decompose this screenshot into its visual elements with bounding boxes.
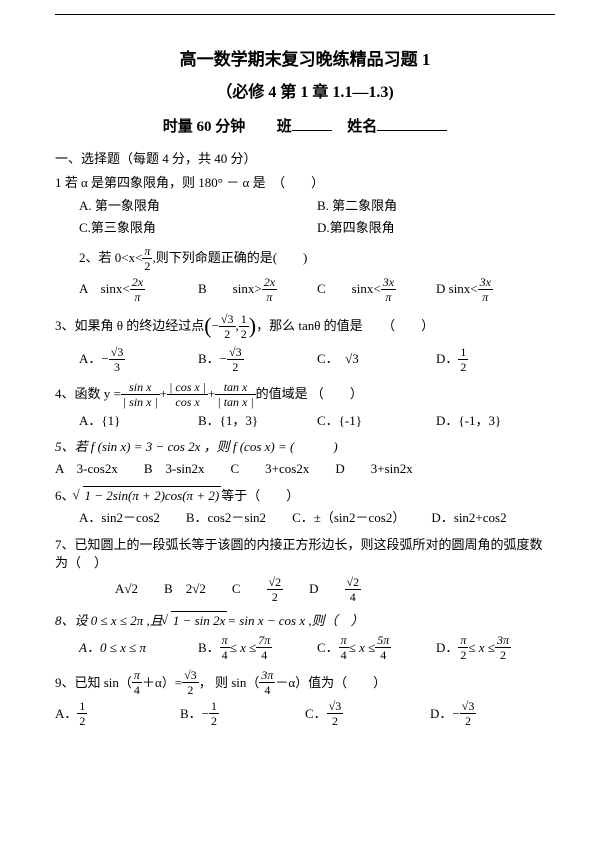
q2-options: A sinx<2xπ B sinx>2xπ C sinx<3xπ D sinx<… [55, 276, 555, 303]
q1-options: A. 第一象限角 B. 第二象限角 C.第三象限角 D.第四象限角 [55, 197, 555, 237]
q1-opt-d[interactable]: D.第四象限角 [317, 219, 555, 237]
question-7: 7、已知圆上的一段弧长等于该圆的内接正方形边长，则这段弧所对的圆周角的弧度数为（… [55, 536, 555, 603]
page-subtitle: （必修 4 第 1 章 1.1—1.3) [55, 82, 555, 104]
q9-opt-d[interactable]: D．−√32 [430, 700, 555, 727]
q8-opt-c[interactable]: C．π4 ≤ x ≤ 5π4 [317, 634, 436, 661]
rparen-icon: ) [249, 311, 256, 342]
q3-opt-b[interactable]: B．−√32 [198, 346, 317, 373]
q5-opt-b[interactable]: B 3-sin2x [144, 460, 205, 478]
q6-stem: 6、 1 − 2sin(π + 2)cos(π + 2) 等于（ ） [55, 486, 555, 505]
q1-opt-a[interactable]: A. 第一象限角 [79, 197, 317, 215]
question-9: 9、已知 sin（ π4 ＋α）= √32 ， 则 sin（ 3π4 －α）值为… [55, 669, 555, 727]
name-blank[interactable] [377, 116, 447, 131]
q5-opt-d[interactable]: D 3+sin2x [335, 460, 412, 478]
q1-opt-c[interactable]: C.第三象限角 [79, 219, 317, 237]
q3-options: A．−√33 B．−√32 C． √3 D．12 [55, 346, 555, 373]
question-4: 4、函数 y = sin x| sin x | + | cos x |cos x… [55, 381, 555, 430]
q8-opt-b[interactable]: B．π4 ≤ x ≤ 7π4 [198, 634, 317, 661]
q9-opt-c[interactable]: C．√32 [305, 700, 430, 727]
q7-stem: 7、已知圆上的一段弧长等于该圆的内接正方形边长，则这段弧所对的圆周角的弧度数为（… [55, 536, 555, 572]
q8-stem: 8、设 0 ≤ x ≤ 2π ,且 1 − sin 2x = sin x − c… [55, 611, 555, 630]
q1-stem: 1 若 α 是第四象限角，则 180° － α 是 （ ） [55, 174, 555, 192]
q9-stem: 9、已知 sin（ π4 ＋α）= √32 ， 则 sin（ 3π4 －α）值为… [55, 669, 555, 696]
q3-opt-a[interactable]: A．−√33 [79, 346, 198, 373]
sqrt-icon: 1 − sin 2x [163, 611, 227, 630]
name-label: 姓名 [347, 119, 377, 135]
sqrt-icon: 1 − 2sin(π + 2)cos(π + 2) [75, 486, 222, 505]
q8-pre: 8、设 0 ≤ x ≤ 2π ,且 [55, 612, 163, 630]
q2-stem: 2、若 0<x< π2 ,则下列命题正确的是( ) [55, 245, 555, 272]
q6-opt-b[interactable]: B．cos2－sin2 [186, 509, 266, 527]
q8-opt-d[interactable]: D．π2 ≤ x ≤ 3π2 [436, 634, 555, 661]
q2-opt-b[interactable]: B sinx>2xπ [198, 276, 317, 303]
q2-frac: π2 [142, 245, 152, 272]
time-label: 时量 60 分钟 [163, 119, 246, 135]
q2-pre: 2、若 0<x< [79, 249, 142, 267]
question-1: 1 若 α 是第四象限角，则 180° － α 是 （ ） A. 第一象限角 B… [55, 174, 555, 237]
q1-opt-b[interactable]: B. 第二象限角 [317, 197, 555, 215]
q9-opt-b[interactable]: B．−12 [180, 700, 305, 727]
q4-opt-a[interactable]: A．{1} [79, 412, 198, 430]
lparen-icon: ( [204, 311, 211, 342]
q2-post: ,则下列命题正确的是( ) [152, 249, 307, 267]
q7-opt-c[interactable]: C √22 [232, 576, 283, 603]
q4-opt-b[interactable]: B．{1，3} [198, 412, 317, 430]
question-6: 6、 1 − 2sin(π + 2)cos(π + 2) 等于（ ） A．sin… [55, 486, 555, 527]
q4-options: A．{1} B．{1，3} C．{-1} D．{-1，3} [55, 412, 555, 430]
q3-pre: 3、如果角 θ 的终边经过点 [55, 317, 204, 335]
q2-opt-a[interactable]: A sinx<2xπ [79, 276, 198, 303]
q4-stem: 4、函数 y = sin x| sin x | + | cos x |cos x… [55, 381, 555, 408]
q6-opt-a[interactable]: A．sin2－cos2 [79, 509, 160, 527]
q5-options: A 3-cos2x B 3-sin2x C 3+cos2x D 3+sin2x [55, 460, 555, 478]
q7-opt-a[interactable]: A √2 [115, 580, 138, 598]
q9-options: A．12 B．−12 C．√32 D．−√32 [55, 700, 555, 727]
q2-opt-c[interactable]: C sinx<3xπ [317, 276, 436, 303]
q9-opt-a[interactable]: A．12 [55, 700, 180, 727]
question-2: 2、若 0<x< π2 ,则下列命题正确的是( ) A sinx<2xπ B s… [55, 245, 555, 303]
q6-post: 等于（ ） [221, 487, 299, 505]
q9-post: －α）值为（ ） [275, 674, 386, 692]
class-label: 班 [277, 119, 292, 135]
q5-stem: 5、若 f (sin x) = 3 − cos 2x ，则 f (cos x) … [55, 438, 555, 456]
q7-opt-b[interactable]: B 2√2 [164, 580, 206, 598]
question-3: 3、如果角 θ 的终边经过点 ( −√32 , 12 ) ，那么 tanθ 的值… [55, 311, 555, 373]
page-title: 高一数学期末复习晚练精品习题 1 [55, 48, 555, 72]
q3-post: ，那么 tanθ 的值是 （ ） [256, 317, 434, 335]
q7-options: A √2 B 2√2 C √22 D √24 [55, 576, 555, 603]
q6-options: A．sin2－cos2 B．cos2－sin2 C．±（sin2－cos2） D… [55, 509, 555, 527]
q8-options: A．0 ≤ x ≤ π B．π4 ≤ x ≤ 7π4 C．π4 ≤ x ≤ 5π… [55, 634, 555, 661]
question-8: 8、设 0 ≤ x ≤ 2π ,且 1 − sin 2x = sin x − c… [55, 611, 555, 661]
q9-pre: 9、已知 sin（ [55, 674, 132, 692]
q5-opt-c[interactable]: C 3+cos2x [231, 460, 310, 478]
class-blank[interactable] [292, 116, 332, 131]
q2-opt-d[interactable]: D sinx<3xπ [436, 276, 555, 303]
top-rule [55, 14, 555, 15]
q8-opt-a[interactable]: A．0 ≤ x ≤ π [79, 639, 198, 657]
q3-opt-d[interactable]: D．12 [436, 346, 555, 373]
section-header: 一、选择题（每题 4 分，共 40 分） [55, 150, 555, 168]
q4-opt-d[interactable]: D．{-1，3} [436, 412, 555, 430]
q4-opt-c[interactable]: C．{-1} [317, 412, 436, 430]
q6-opt-c[interactable]: C．±（sin2－cos2） [292, 509, 405, 527]
q6-opt-d[interactable]: D．sin2+cos2 [431, 509, 506, 527]
meta-row: 时量 60 分钟 班 姓名 [55, 116, 555, 138]
q4-post: 的值域是 （ ） [256, 385, 363, 403]
q7-opt-d[interactable]: D √24 [309, 576, 361, 603]
q5-opt-a[interactable]: A 3-cos2x [55, 460, 118, 478]
q8-post: = sin x − cos x ,则（ ） [227, 612, 363, 630]
question-5: 5、若 f (sin x) = 3 − cos 2x ，则 f (cos x) … [55, 438, 555, 478]
q3-stem: 3、如果角 θ 的终边经过点 ( −√32 , 12 ) ，那么 tanθ 的值… [55, 311, 555, 342]
q3-opt-c[interactable]: C． √3 [317, 350, 436, 368]
q4-pre: 4、函数 y = [55, 385, 121, 403]
